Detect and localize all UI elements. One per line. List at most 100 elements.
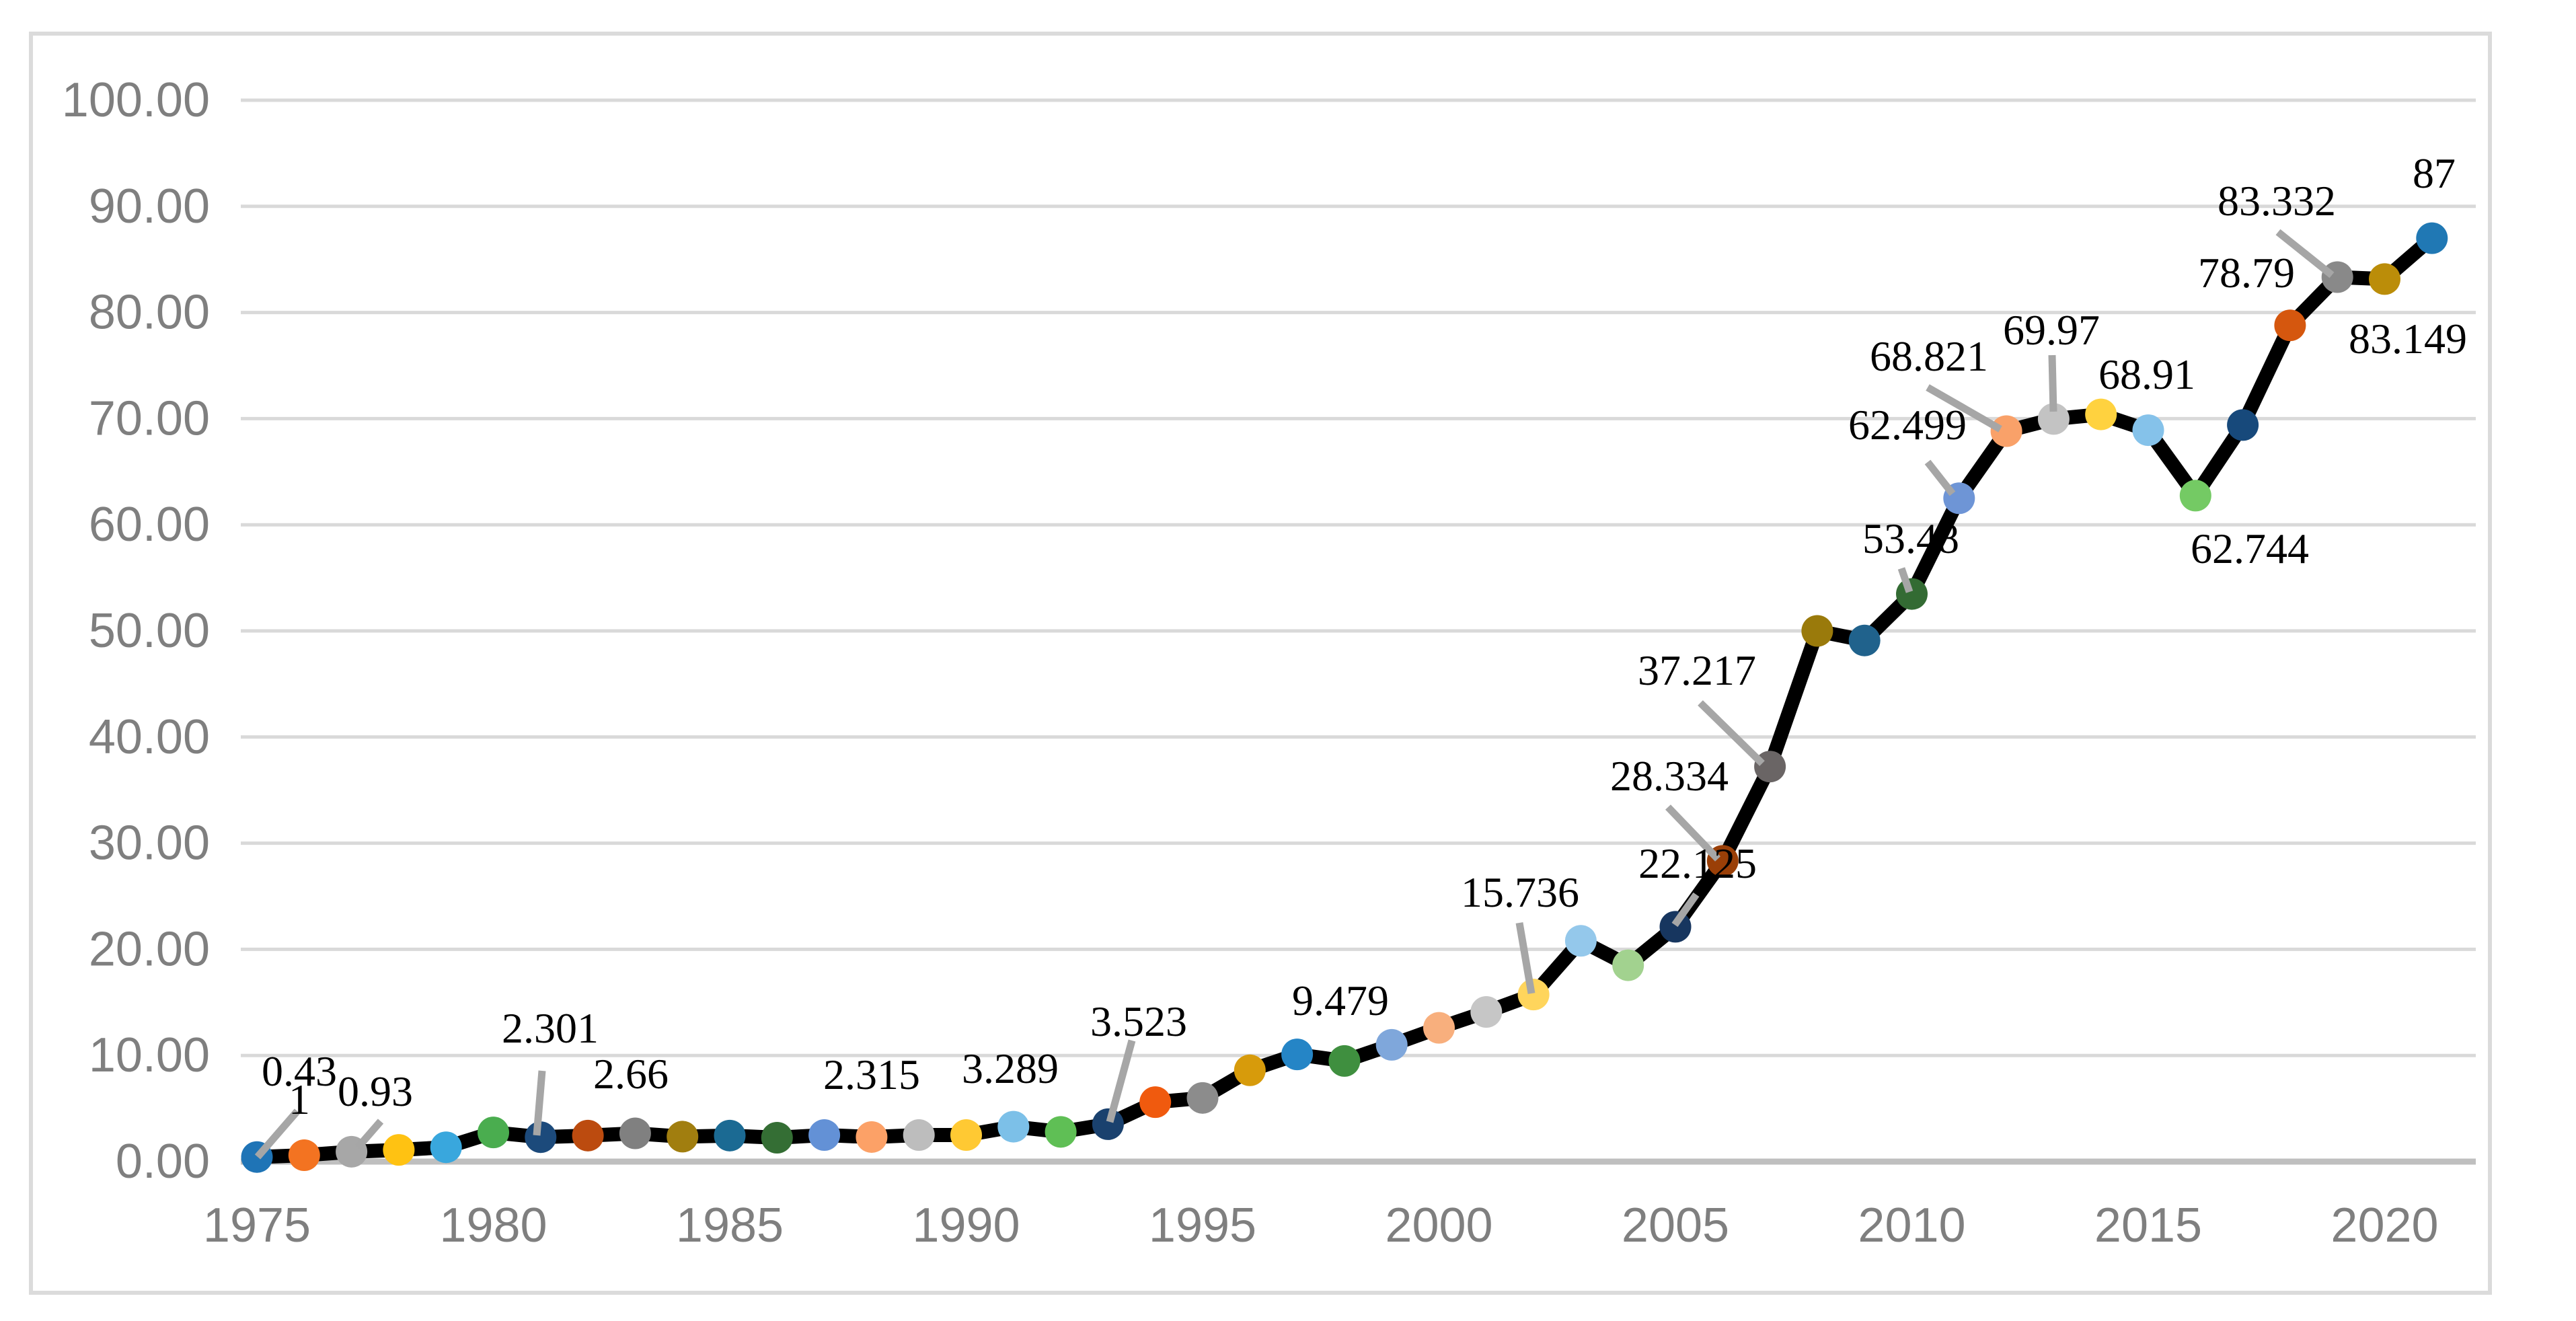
data-label-1975: 0.43 1 — [262, 1047, 337, 1123]
data-label-2020: 83.149 — [2349, 315, 2467, 363]
data-label-2011: 62.499 — [1848, 401, 1967, 449]
data-label-1991: 3.289 — [962, 1045, 1059, 1092]
data-point-1994 — [1139, 1086, 1172, 1119]
data-point-2020 — [2369, 263, 2400, 295]
data-point-1988 — [856, 1121, 888, 1153]
data-label-2007: 37.217 — [1638, 646, 1756, 694]
leader-line-1981 — [533, 1070, 546, 1136]
chart-frame — [29, 32, 2492, 1295]
data-point-1979 — [430, 1131, 462, 1164]
x-tick-2015: 2015 — [2094, 1199, 2202, 1252]
y-tick-0.00: 0.00 — [116, 1135, 210, 1188]
data-point-1976 — [288, 1139, 320, 1172]
data-label-2006: 28.334 — [1610, 752, 1729, 800]
data-label-2016: 62.744 — [2191, 525, 2309, 572]
data-point-2010 — [1896, 578, 1928, 610]
data-point-1995 — [1186, 1082, 1219, 1114]
leader-line-2019 — [2275, 229, 2335, 278]
data-label-2021: 87 — [2413, 149, 2456, 197]
leader-line-2013 — [2048, 354, 2057, 412]
leader-line-2006 — [1665, 804, 1720, 862]
y-tick-20.00: 20.00 — [89, 922, 210, 976]
data-point-2012 — [1990, 415, 2022, 447]
data-label-2013: 69.97 — [2003, 306, 2100, 354]
data-point-2016 — [2179, 480, 2211, 512]
data-point-2005 — [1659, 911, 1692, 943]
data-point-2021 — [2416, 222, 2448, 254]
data-point-2009 — [1848, 624, 1881, 656]
data-point-1989 — [903, 1119, 935, 1152]
data-point-1985 — [714, 1119, 746, 1152]
data-point-1996 — [1234, 1054, 1266, 1086]
data-label-2012: 68.821 — [1870, 332, 1988, 380]
x-tick-1980: 1980 — [439, 1199, 547, 1252]
y-tick-80.00: 80.00 — [89, 286, 210, 340]
data-point-2018 — [2274, 309, 2306, 342]
data-point-2000 — [1423, 1012, 1455, 1044]
data-point-1982 — [572, 1119, 604, 1152]
data-point-1981 — [525, 1121, 557, 1154]
leader-line-2010 — [1897, 567, 1914, 593]
data-label-2015: 68.91 — [2098, 350, 2195, 398]
leader-line-2005 — [1671, 892, 1700, 928]
data-label-1981: 2.301 — [502, 1004, 599, 1052]
data-point-1997 — [1281, 1039, 1314, 1071]
y-tick-50.00: 50.00 — [89, 604, 210, 658]
y-tick-60.00: 60.00 — [89, 498, 210, 552]
data-point-1991 — [997, 1110, 1030, 1143]
data-label-2002: 15.736 — [1461, 868, 1579, 916]
x-tick-2000: 2000 — [1385, 1199, 1492, 1252]
data-label-2005: 22.125 — [1638, 839, 1757, 887]
x-tick-1995: 1995 — [1149, 1199, 1256, 1252]
data-point-1987 — [808, 1119, 841, 1152]
data-label-2010: 53.48 — [1862, 515, 1959, 562]
y-tick-100.00: 100.00 — [62, 73, 210, 127]
data-label-1988: 2.315 — [823, 1051, 920, 1098]
data-point-1978 — [383, 1134, 415, 1166]
data-point-2013 — [2037, 403, 2070, 435]
leader-line-2011 — [1924, 459, 1956, 496]
data-label-1993: 3.523 — [1090, 997, 1187, 1045]
data-point-2014 — [2085, 398, 2117, 430]
data-point-1993 — [1092, 1108, 1124, 1140]
leader-line-2012 — [1926, 384, 2002, 432]
data-point-2015 — [2132, 414, 2164, 447]
leader-line-2007 — [1698, 700, 1765, 766]
x-tick-1990: 1990 — [912, 1199, 1020, 1252]
y-tick-30.00: 30.00 — [89, 817, 210, 870]
y-tick-40.00: 40.00 — [89, 710, 210, 764]
leader-line-1975 — [254, 1108, 301, 1160]
data-point-1984 — [667, 1121, 699, 1153]
data-point-1990 — [950, 1119, 982, 1152]
x-tick-1985: 1985 — [676, 1199, 784, 1252]
x-tick-2020: 2020 — [2331, 1199, 2438, 1252]
leader-line-2002 — [1515, 922, 1536, 994]
data-point-2004 — [1612, 949, 1644, 981]
data-point-2001 — [1470, 996, 1503, 1028]
x-tick-1975: 1975 — [203, 1199, 311, 1252]
data-point-1983 — [619, 1117, 651, 1149]
leader-line-1977 — [354, 1119, 384, 1150]
data-point-2003 — [1564, 925, 1597, 957]
data-point-2017 — [2227, 409, 2259, 441]
data-point-1986 — [761, 1121, 793, 1154]
data-label-1983: 2.66 — [593, 1050, 669, 1098]
y-tick-10.00: 10.00 — [89, 1028, 210, 1082]
y-tick-70.00: 70.00 — [89, 391, 210, 445]
data-point-1980 — [478, 1117, 509, 1149]
data-label-2019: 83.332 — [2218, 177, 2336, 225]
data-point-1992 — [1045, 1116, 1077, 1148]
data-label-1998: 9.479 — [1292, 977, 1389, 1024]
data-label-1977: 0.93 — [338, 1067, 413, 1115]
data-point-1998 — [1328, 1045, 1361, 1077]
data-point-2008 — [1801, 615, 1833, 647]
x-tick-2005: 2005 — [1622, 1199, 1729, 1252]
data-point-2002 — [1517, 979, 1550, 1011]
data-label-2018: 78.79 — [2198, 249, 2295, 297]
leader-line-1993 — [1106, 1039, 1136, 1123]
y-tick-90.00: 90.00 — [89, 180, 210, 233]
x-tick-2010: 2010 — [1858, 1199, 1965, 1252]
data-point-1999 — [1375, 1028, 1408, 1061]
